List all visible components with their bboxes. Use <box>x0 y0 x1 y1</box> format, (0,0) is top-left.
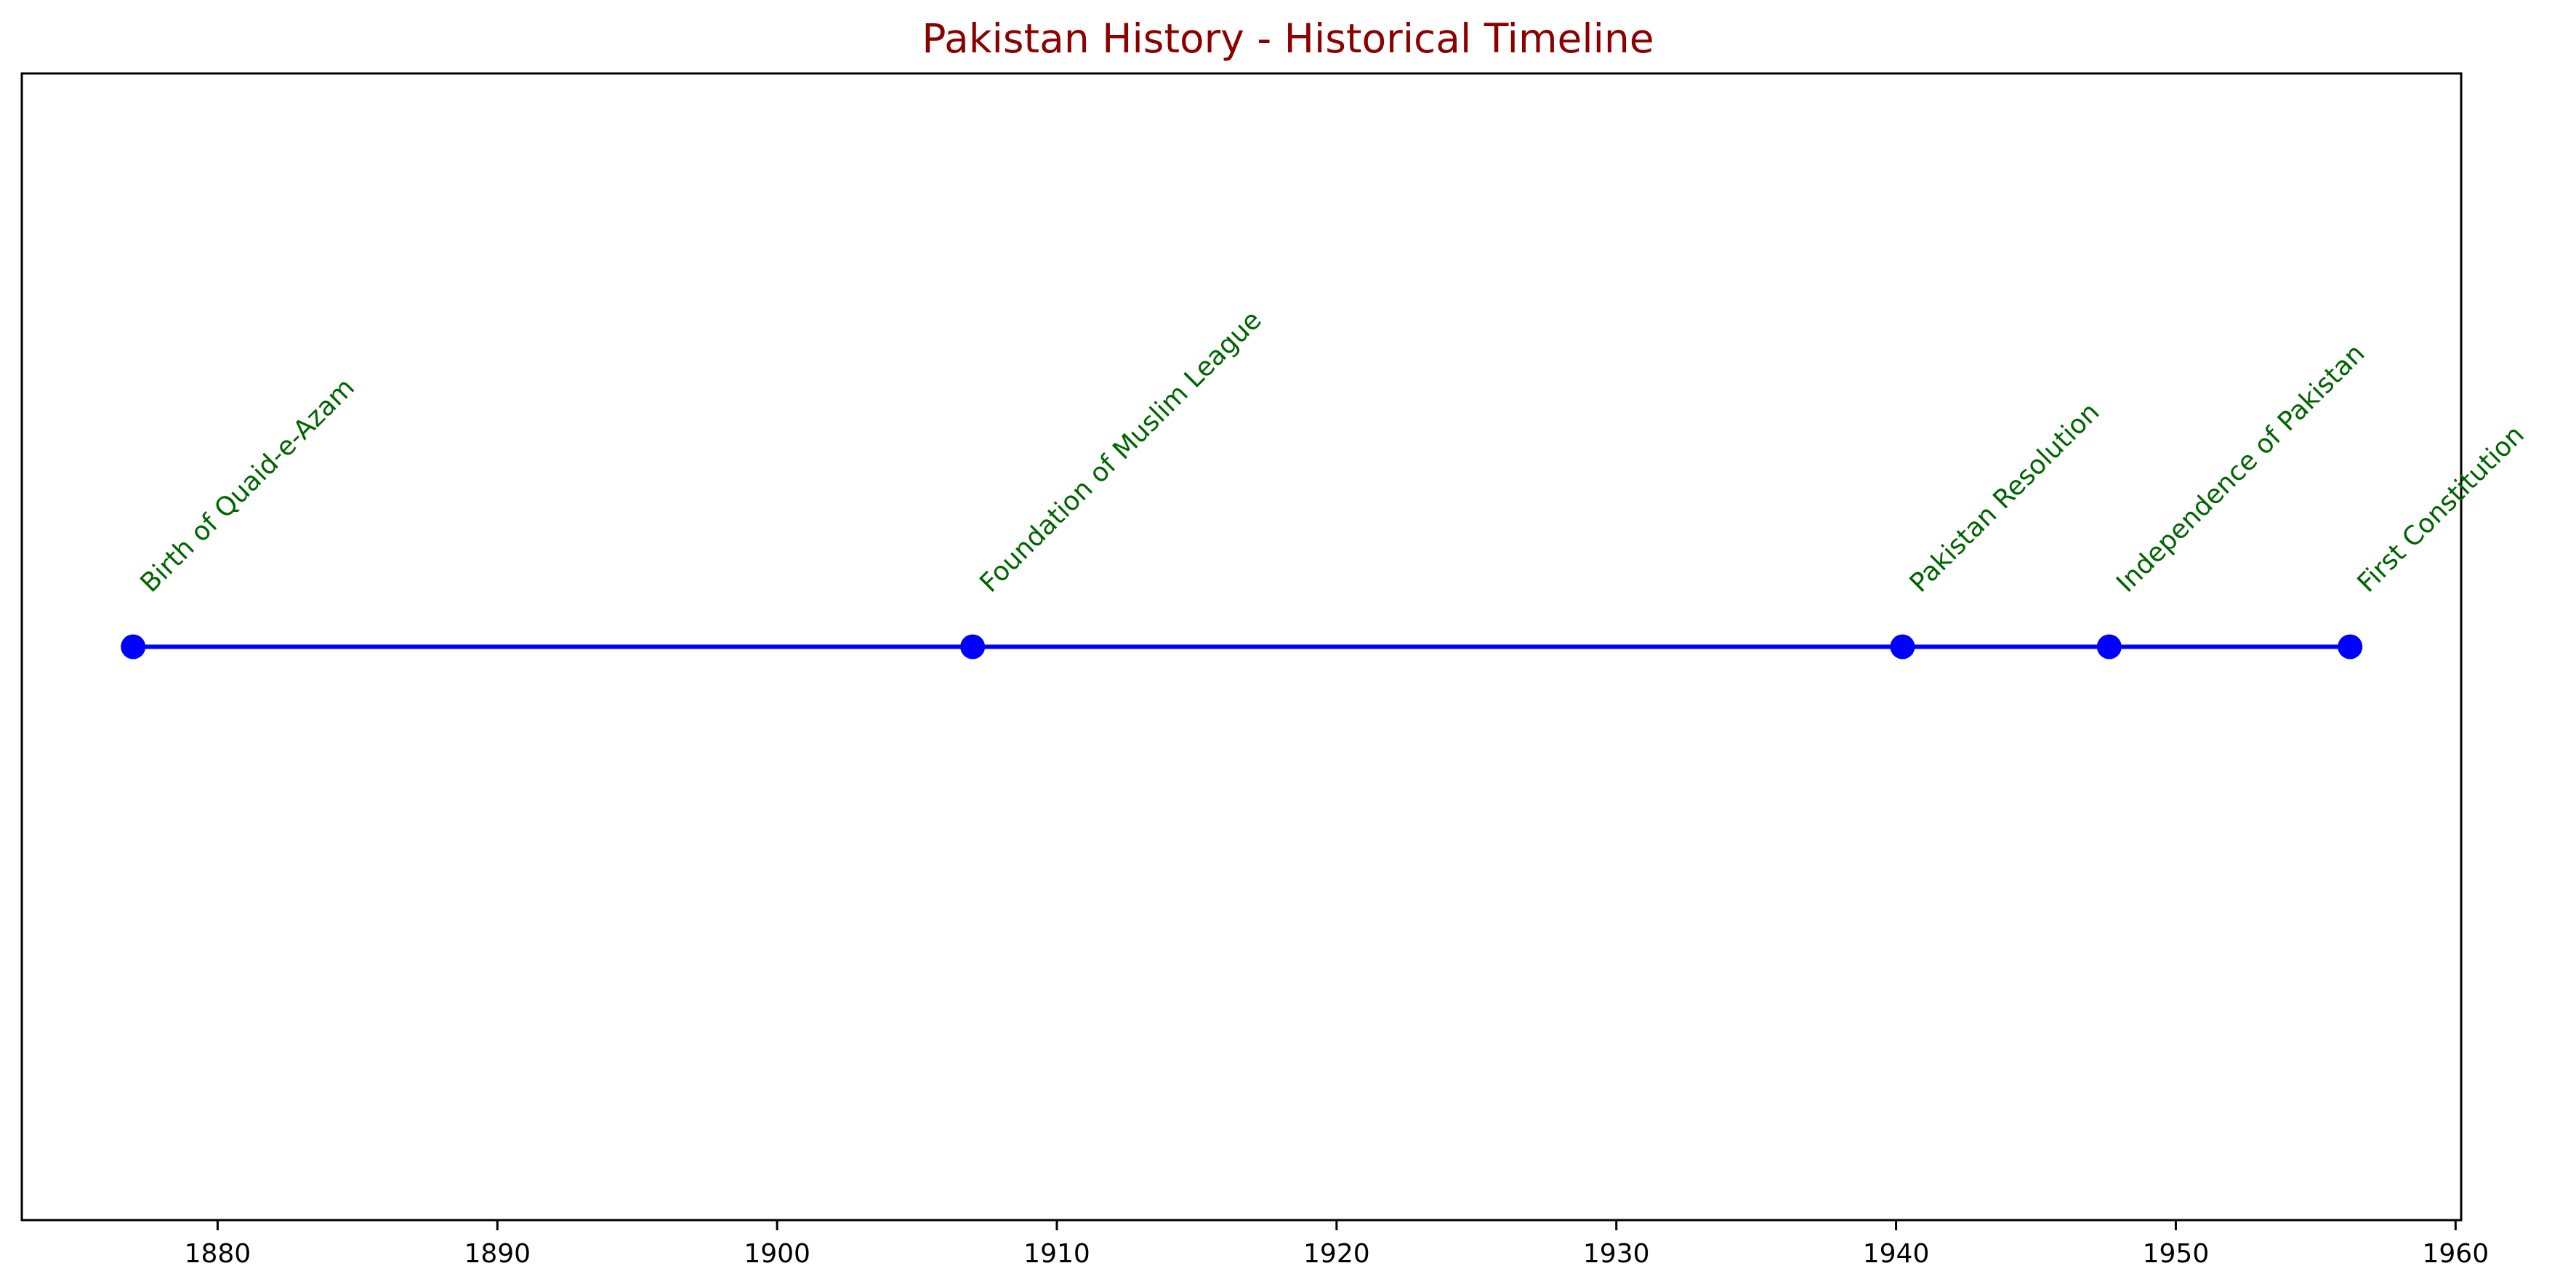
x-tick-label-1930: 1930 <box>1583 1239 1650 1269</box>
x-tick-label-1920: 1920 <box>1303 1239 1370 1269</box>
event-marker-2 <box>1890 634 1915 659</box>
x-tick-label-1880: 1880 <box>185 1239 251 1269</box>
x-tick-label-1940: 1940 <box>1863 1239 1930 1269</box>
event-marker-3 <box>2096 634 2122 659</box>
chart-title: Pakistan History - Historical Timeline <box>922 15 1654 62</box>
x-tick-label-1960: 1960 <box>2422 1239 2489 1269</box>
x-tick-label-1890: 1890 <box>464 1239 531 1269</box>
x-tick-label-1910: 1910 <box>1023 1239 1090 1269</box>
event-marker-0 <box>121 634 146 659</box>
event-markers <box>121 634 2363 659</box>
event-marker-1 <box>960 634 986 659</box>
x-tick-label-1950: 1950 <box>2143 1239 2210 1269</box>
x-axis: 1880 1890 1900 1910 1920 1930 1940 1950 1960 <box>185 1220 2489 1269</box>
x-tick-label-1900: 1900 <box>744 1239 810 1269</box>
event-marker-4 <box>2338 634 2363 659</box>
